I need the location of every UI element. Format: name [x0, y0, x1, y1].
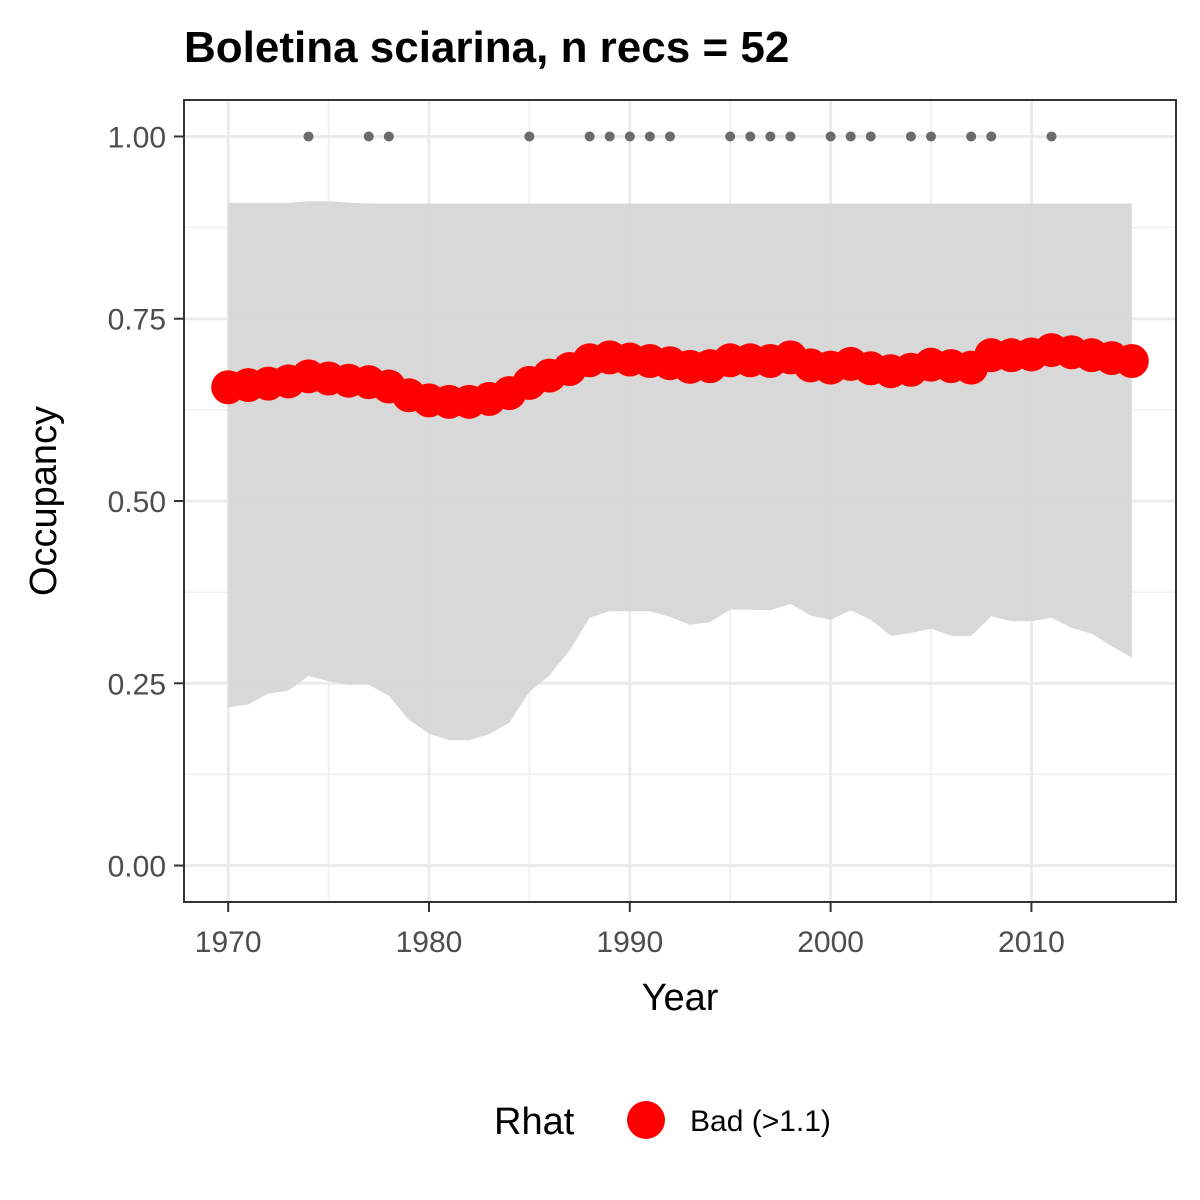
x-tick-label: 2010 — [998, 926, 1065, 959]
legend-label-bad: Bad (>1.1) — [690, 1105, 831, 1138]
record-point — [604, 131, 615, 142]
record-point — [664, 131, 675, 142]
record-point — [1046, 131, 1057, 142]
x-tick-label: 1990 — [596, 926, 663, 959]
y-axis: 0.00 0.25 0.50 0.75 1.00 — [108, 121, 184, 884]
record-points — [303, 131, 1057, 142]
x-axis-title: Year — [642, 977, 719, 1019]
credible-interval-ribbon — [228, 201, 1132, 741]
record-point — [926, 131, 937, 142]
y-axis-title: Occupancy — [23, 406, 65, 596]
legend: Rhat Bad (>1.1) — [494, 1101, 831, 1143]
record-point — [785, 131, 796, 142]
occupancy-point — [1114, 344, 1149, 379]
record-point — [624, 131, 635, 142]
x-axis: 1970 1980 1990 2000 2010 — [195, 902, 1065, 959]
x-tick-label: 2000 — [797, 926, 864, 959]
record-point — [363, 131, 374, 142]
legend-key-bad — [627, 1101, 665, 1139]
record-point — [986, 131, 997, 142]
record-point — [303, 131, 314, 142]
record-point — [745, 131, 756, 142]
x-tick-label: 1970 — [195, 926, 262, 959]
record-point — [905, 131, 916, 142]
record-point — [524, 131, 535, 142]
record-point — [725, 131, 736, 142]
y-tick-label: 0.75 — [108, 304, 166, 337]
record-point — [644, 131, 655, 142]
chart-title: Boletina sciarina, n recs = 52 — [184, 23, 789, 72]
record-point — [825, 131, 836, 142]
y-tick-label: 0.25 — [108, 668, 166, 701]
y-tick-label: 0.50 — [108, 486, 166, 519]
record-point — [865, 131, 876, 142]
record-point — [966, 131, 977, 142]
record-point — [383, 131, 394, 142]
record-point — [765, 131, 776, 142]
record-point — [845, 131, 856, 142]
occupancy-series-bad — [211, 333, 1149, 419]
record-point — [584, 131, 595, 142]
y-tick-label: 0.00 — [108, 851, 166, 884]
legend-title: Rhat — [494, 1101, 575, 1143]
y-tick-label: 1.00 — [108, 121, 166, 154]
plot-area — [183, 99, 1177, 903]
x-tick-label: 1980 — [396, 926, 463, 959]
